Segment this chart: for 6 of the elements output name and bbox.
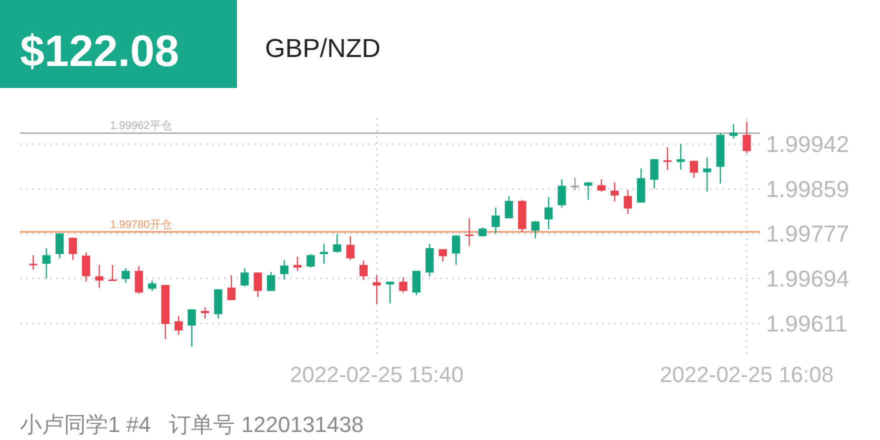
annotation: 小卢同学1 #4 订单号 1220131438 — [20, 412, 364, 437]
title: $122.08 — [0, 0, 237, 88]
chart-title: $122.08 — [20, 27, 180, 76]
ref-line-label: 1.99780开仓 — [110, 218, 172, 231]
ref-line-label: 1.99962平仓 — [110, 120, 172, 132]
subtitle: GBP/NZD — [265, 33, 381, 63]
